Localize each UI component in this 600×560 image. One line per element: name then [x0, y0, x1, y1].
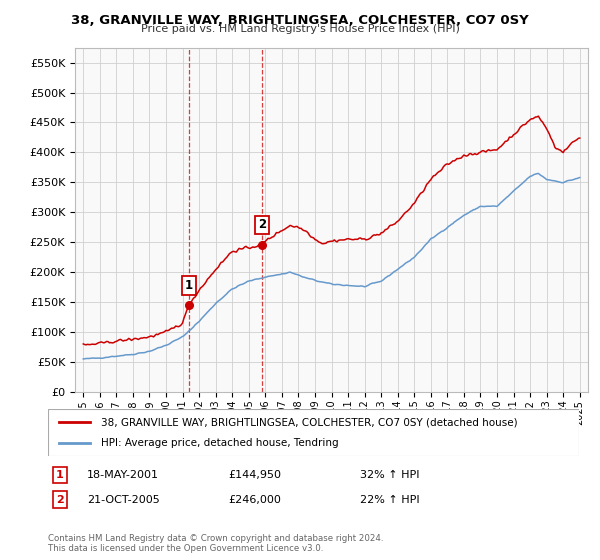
Text: £246,000: £246,000: [228, 494, 281, 505]
Text: 38, GRANVILLE WAY, BRIGHTLINGSEA, COLCHESTER, CO7 0SY: 38, GRANVILLE WAY, BRIGHTLINGSEA, COLCHE…: [71, 14, 529, 27]
Text: 2: 2: [56, 494, 64, 505]
Text: 1: 1: [56, 470, 64, 480]
Text: 18-MAY-2001: 18-MAY-2001: [87, 470, 159, 480]
Text: Contains HM Land Registry data © Crown copyright and database right 2024.
This d: Contains HM Land Registry data © Crown c…: [48, 534, 383, 553]
Text: 22% ↑ HPI: 22% ↑ HPI: [360, 494, 419, 505]
Text: 38, GRANVILLE WAY, BRIGHTLINGSEA, COLCHESTER, CO7 0SY (detached house): 38, GRANVILLE WAY, BRIGHTLINGSEA, COLCHE…: [101, 417, 518, 427]
Text: 32% ↑ HPI: 32% ↑ HPI: [360, 470, 419, 480]
FancyBboxPatch shape: [48, 409, 579, 456]
Text: Price paid vs. HM Land Registry's House Price Index (HPI): Price paid vs. HM Land Registry's House …: [140, 24, 460, 34]
Text: 21-OCT-2005: 21-OCT-2005: [87, 494, 160, 505]
Text: 2: 2: [258, 218, 266, 231]
Text: 1: 1: [185, 279, 193, 292]
Text: £144,950: £144,950: [228, 470, 281, 480]
Text: HPI: Average price, detached house, Tendring: HPI: Average price, detached house, Tend…: [101, 438, 339, 448]
